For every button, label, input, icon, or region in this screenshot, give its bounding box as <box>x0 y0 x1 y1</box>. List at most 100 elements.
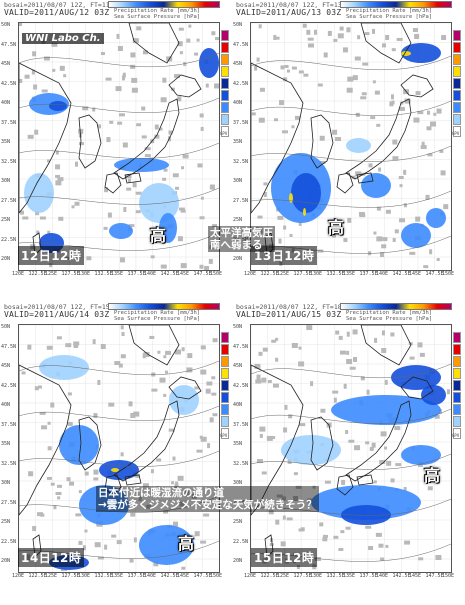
legend-swatch <box>453 404 461 415</box>
cloud-cell <box>205 388 211 394</box>
legend-swatch <box>453 30 461 41</box>
cloud-cell <box>257 215 263 219</box>
cloud-cell <box>268 510 274 515</box>
colorbar-header: Precipitation Rate [mm/3h] Sea Surface P… <box>108 302 228 322</box>
cloud-cell <box>93 469 99 475</box>
lon-tick: 145E <box>177 573 190 579</box>
cloud-cell <box>378 167 382 172</box>
cloud-cell <box>73 341 80 346</box>
cloud-cell <box>373 231 377 235</box>
cloud-cell <box>408 342 413 346</box>
lon-tick: 142.5E <box>392 271 411 277</box>
cloud-cell <box>361 92 367 96</box>
isobar <box>19 450 219 467</box>
lat-tick: 40N <box>233 402 243 408</box>
cloud-cell <box>281 496 286 501</box>
cloud-cell <box>403 487 407 492</box>
coastline <box>104 172 122 194</box>
forecast-panel-3: bosai=2011/08/07 12Z, FT=159 VALID=2011/… <box>0 302 232 602</box>
cloud-cell <box>347 76 354 82</box>
forecast-panel-2: bosai=2011/08/07 12Z, FT=135 VALID=2011/… <box>232 0 464 300</box>
precip-area <box>341 505 391 525</box>
lat-tick: 37.5N <box>1 119 17 126</box>
cloud-cell <box>347 217 352 223</box>
isobar <box>251 408 451 424</box>
cloud-cell <box>417 111 424 115</box>
cloud-cell <box>175 349 182 355</box>
cloud-cell <box>372 28 376 34</box>
cloud-cell <box>180 263 187 269</box>
cloud-cell <box>49 263 53 268</box>
isobar <box>251 498 451 516</box>
lon-tick: 142.5E <box>160 573 179 579</box>
cloud-cell <box>203 513 210 517</box>
cloud-cell <box>319 522 324 527</box>
coastline <box>19 364 72 516</box>
lat-tick: 20N <box>233 558 243 564</box>
cloud-cell <box>427 486 433 491</box>
cloud-cell <box>108 402 115 407</box>
coastline <box>168 376 202 400</box>
cloud-cell <box>376 123 381 127</box>
cloud-cell <box>129 558 134 563</box>
cloud-cell <box>170 87 175 91</box>
coastline <box>310 114 334 169</box>
legend-swatch <box>453 102 461 113</box>
lat-tick: 32.5N <box>233 460 249 467</box>
isobar <box>251 100 451 116</box>
legend-swatch <box>453 428 461 439</box>
lat-tick: 47.5N <box>1 41 17 48</box>
cloud-cell <box>196 38 200 42</box>
cloud-cell <box>200 540 207 544</box>
cloud-cell <box>251 112 256 116</box>
cloud-cell <box>354 445 361 451</box>
cloud-cell <box>332 390 339 394</box>
precip-area <box>291 173 321 213</box>
precip-area <box>346 138 371 153</box>
legend-swatch <box>221 30 229 41</box>
lat-tick: 32.5N <box>233 158 249 165</box>
cloud-cell <box>37 385 42 389</box>
cloud-cell <box>109 120 114 124</box>
cloud-cell <box>74 345 79 349</box>
cloud-cell <box>78 540 83 545</box>
cloud-cell <box>63 74 67 78</box>
cloud-cell <box>414 33 420 39</box>
coastline <box>360 325 412 366</box>
coastline <box>124 172 142 184</box>
lat-tick: 35N <box>1 139 11 145</box>
cloud-cell <box>172 456 176 461</box>
cloud-cell <box>100 343 106 349</box>
cloud-cell <box>256 374 261 380</box>
cloud-cell <box>258 351 263 356</box>
cloud-cell <box>338 335 343 340</box>
cloud-cell <box>107 212 112 218</box>
contour-title: Sea Surface Pressure [hPa] <box>114 14 201 20</box>
cloud-cell <box>55 174 61 178</box>
legend-swatch <box>221 416 229 427</box>
cloud-cell <box>121 332 125 337</box>
legend-swatch <box>221 404 229 415</box>
cloud-cell <box>31 69 35 75</box>
cloud-cell <box>421 141 425 146</box>
precip-colorbar <box>108 1 220 8</box>
gpv-label: GPV <box>220 433 228 438</box>
cloud-cell <box>317 83 323 87</box>
cloud-cell <box>47 230 51 235</box>
cloud-cell <box>295 485 302 489</box>
cloud-cell <box>150 469 154 474</box>
colorbar-title: Precipitation Rate [mm/3h] <box>114 8 201 14</box>
cloud-cell <box>307 37 314 41</box>
gpv-label: GPV <box>452 433 460 438</box>
cloud-cell <box>284 404 288 410</box>
cloud-cell <box>255 226 259 231</box>
cloud-cell <box>135 473 140 478</box>
cloud-cell <box>123 207 127 213</box>
legend-swatch <box>453 114 461 125</box>
cloud-cell <box>200 345 206 350</box>
lon-tick: 132.5E <box>326 271 345 277</box>
cloud-cell <box>286 517 293 521</box>
cloud-cell <box>92 339 96 345</box>
cloud-cell <box>415 91 421 96</box>
lat-tick: 32.5N <box>1 460 17 467</box>
